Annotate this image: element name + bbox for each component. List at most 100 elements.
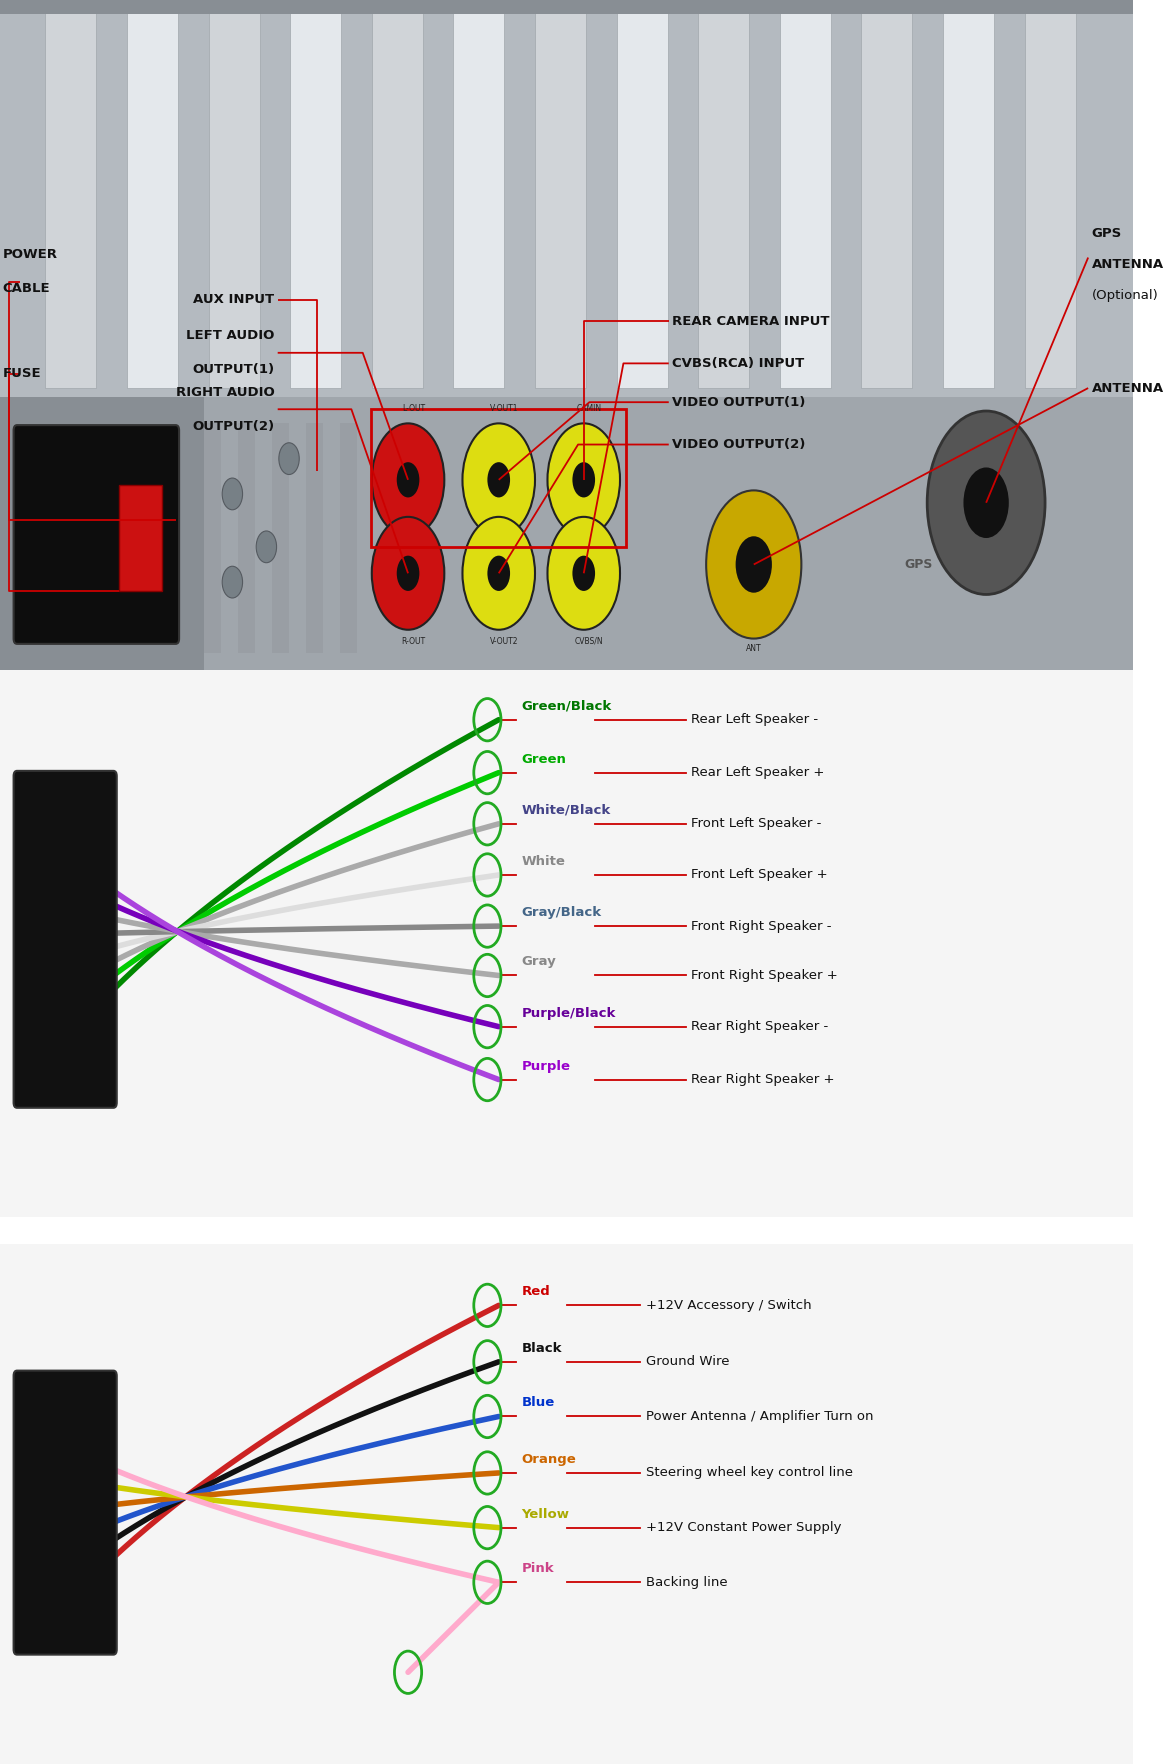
Text: POWER: POWER (2, 249, 57, 261)
Text: Front Right Speaker +: Front Right Speaker + (691, 968, 838, 983)
Circle shape (488, 556, 510, 591)
Circle shape (279, 443, 299, 475)
FancyBboxPatch shape (14, 1371, 117, 1655)
Bar (0, 0, 1133, 14)
Text: Red: Red (522, 1286, 550, 1298)
Text: LEFT AUDIO: LEFT AUDIO (186, 330, 274, 342)
Bar (209, 4, 259, 388)
Circle shape (547, 423, 620, 536)
Text: Front Right Speaker -: Front Right Speaker - (691, 919, 832, 933)
Bar (238, 423, 255, 653)
Text: CAMIN: CAMIN (577, 404, 602, 413)
Text: Green/Black: Green/Black (522, 700, 612, 713)
Bar (779, 4, 831, 388)
Circle shape (963, 467, 1009, 538)
Bar (454, 4, 504, 388)
Bar (204, 423, 222, 653)
Text: GPS: GPS (1091, 228, 1122, 240)
Bar (0, 0, 1133, 670)
Text: Front Left Speaker -: Front Left Speaker - (691, 817, 822, 831)
Bar (534, 4, 586, 388)
Text: Black: Black (522, 1342, 561, 1355)
Bar (0, 670, 1133, 1217)
Text: Yellow: Yellow (522, 1508, 570, 1521)
Bar (370, 409, 626, 547)
Text: White: White (522, 856, 565, 868)
Bar (616, 4, 668, 388)
Bar (120, 485, 162, 591)
Circle shape (257, 531, 277, 563)
FancyBboxPatch shape (14, 425, 179, 644)
Text: RIGHT AUDIO: RIGHT AUDIO (176, 386, 274, 399)
Text: REAR CAMERA INPUT: REAR CAMERA INPUT (673, 314, 830, 328)
Circle shape (223, 478, 243, 510)
Circle shape (396, 556, 420, 591)
Text: Gray/Black: Gray/Black (522, 907, 601, 919)
Text: VIDEO OUTPUT(2): VIDEO OUTPUT(2) (673, 437, 805, 452)
Text: Blue: Blue (522, 1397, 554, 1409)
FancyBboxPatch shape (14, 771, 117, 1108)
Text: Gray: Gray (522, 956, 557, 968)
Circle shape (736, 536, 772, 593)
Text: ANTENNA: ANTENNA (1091, 258, 1164, 272)
Bar (699, 4, 749, 388)
Text: OUTPUT(2): OUTPUT(2) (192, 420, 274, 432)
Circle shape (572, 556, 595, 591)
Bar (340, 423, 357, 653)
Bar (46, 4, 96, 388)
Circle shape (372, 423, 444, 536)
Text: Rear Left Speaker +: Rear Left Speaker + (691, 766, 825, 780)
Bar (1024, 4, 1076, 388)
Text: VIDEO OUTPUT(1): VIDEO OUTPUT(1) (673, 395, 805, 409)
Circle shape (463, 423, 534, 536)
Circle shape (707, 490, 802, 639)
Text: AUX INPUT: AUX INPUT (193, 293, 274, 307)
Text: Purple/Black: Purple/Black (522, 1007, 615, 1020)
Text: (Optional): (Optional) (1091, 289, 1158, 302)
Text: Steering wheel key control line: Steering wheel key control line (646, 1466, 853, 1480)
Text: Rear Left Speaker -: Rear Left Speaker - (691, 713, 818, 727)
Text: GPS: GPS (904, 557, 932, 572)
Text: CVBS/N: CVBS/N (575, 637, 604, 646)
Text: CVBS(RCA) INPUT: CVBS(RCA) INPUT (673, 356, 804, 370)
Text: CABLE: CABLE (2, 282, 50, 295)
Bar (306, 423, 323, 653)
Text: L-OUT: L-OUT (402, 404, 425, 413)
Text: Ground Wire: Ground Wire (646, 1355, 730, 1369)
Bar (291, 4, 341, 388)
Text: Green: Green (522, 753, 566, 766)
Text: Pink: Pink (522, 1563, 554, 1575)
Bar (272, 423, 289, 653)
Text: OUTPUT(1): OUTPUT(1) (192, 363, 274, 376)
Text: Rear Right Speaker +: Rear Right Speaker + (691, 1073, 834, 1087)
Bar (372, 4, 423, 388)
Bar (0, 397, 1133, 670)
Circle shape (572, 462, 595, 497)
Text: Front Left Speaker +: Front Left Speaker + (691, 868, 829, 882)
Text: Orange: Orange (522, 1454, 577, 1466)
Bar (127, 4, 178, 388)
Text: Purple: Purple (522, 1060, 571, 1073)
Circle shape (372, 517, 444, 630)
Bar (0, 1244, 1133, 1764)
Text: +12V Constant Power Supply: +12V Constant Power Supply (646, 1521, 841, 1535)
Bar (943, 4, 994, 388)
Text: Power Antenna / Amplifier Turn on: Power Antenna / Amplifier Turn on (646, 1409, 873, 1424)
Text: V-OUT2: V-OUT2 (490, 637, 519, 646)
Text: White/Black: White/Black (522, 804, 611, 817)
Circle shape (463, 517, 534, 630)
Text: +12V Accessory / Switch: +12V Accessory / Switch (646, 1298, 812, 1312)
Text: R-OUT: R-OUT (402, 637, 425, 646)
Bar (861, 4, 913, 388)
Text: ANTENNA: ANTENNA (1091, 381, 1164, 395)
Text: ANT: ANT (745, 644, 762, 653)
Bar (0, 397, 204, 670)
Circle shape (927, 411, 1045, 594)
Text: V-OUT1: V-OUT1 (490, 404, 519, 413)
Circle shape (547, 517, 620, 630)
Text: FUSE: FUSE (2, 367, 41, 381)
Circle shape (223, 566, 243, 598)
Circle shape (396, 462, 420, 497)
Circle shape (488, 462, 510, 497)
Text: Backing line: Backing line (646, 1575, 728, 1589)
